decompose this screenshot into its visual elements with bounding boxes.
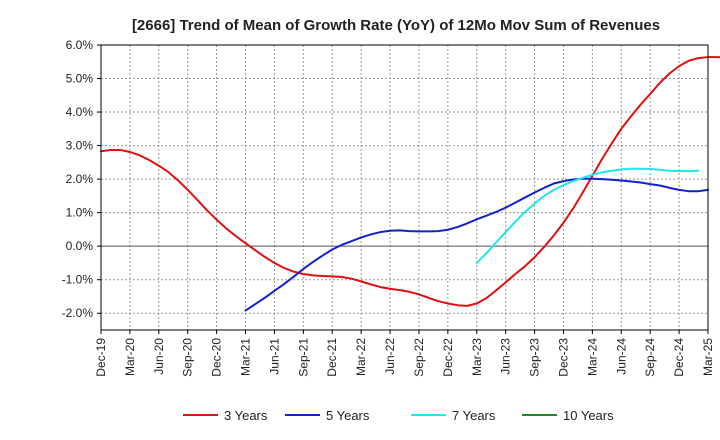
x-tick-label: Mar-23 <box>470 338 484 376</box>
x-tick-label: Jun-20 <box>152 338 166 375</box>
x-tick-label: Sep-21 <box>296 338 310 377</box>
legend: 3 Years 5 Years 7 Years 10 Years <box>183 408 614 423</box>
y-tick-label: -2.0% <box>62 306 94 320</box>
y-tick-label: 4.0% <box>66 105 94 119</box>
y-tick-label: -1.0% <box>62 273 94 287</box>
x-tick-label: Sep-22 <box>412 338 426 377</box>
grid <box>100 44 709 330</box>
chart-title: [2666] Trend of Mean of Growth Rate (YoY… <box>132 17 660 34</box>
x-tick-label: Jun-21 <box>267 338 281 375</box>
x-tick-label: Dec-19 <box>94 338 108 377</box>
y-tick-label: 1.0% <box>66 206 94 220</box>
x-tick-label: Sep-20 <box>181 338 195 377</box>
x-tick-label: Mar-20 <box>123 338 137 376</box>
x-tick-label: Mar-21 <box>239 338 253 376</box>
x-tick-label: Dec-24 <box>672 338 686 377</box>
y-tick-label: 3.0% <box>66 139 94 153</box>
x-tick-label: Jun-23 <box>499 338 513 375</box>
x-tick-label: Mar-22 <box>354 338 368 376</box>
y-tick-label: 6.0% <box>66 38 94 52</box>
x-tick-label: Sep-24 <box>643 338 657 377</box>
x-tick-label: Mar-24 <box>585 338 599 376</box>
x-tick-label: Dec-22 <box>441 338 455 377</box>
plot-area <box>101 45 708 330</box>
y-tick-label: 2.0% <box>66 172 94 186</box>
x-tick-label: Dec-23 <box>556 338 570 377</box>
y-tick-label: 5.0% <box>66 72 94 86</box>
legend-label: 7 Years <box>452 408 496 423</box>
series-line-3-years <box>100 56 720 307</box>
series-line-5-years <box>244 177 709 312</box>
series-layer <box>100 56 720 312</box>
x-tick-label: Dec-20 <box>210 338 224 377</box>
legend-label: 10 Years <box>563 408 614 423</box>
legend-label: 5 Years <box>326 408 370 423</box>
x-tick-label: Dec-21 <box>325 338 339 377</box>
x-tick-label: Sep-23 <box>528 338 542 377</box>
x-axis: Dec-19 Mar-20 Jun-20 Sep-20 Dec-20 Mar-21 Jun-… <box>94 330 715 377</box>
x-tick-label: Jun-22 <box>383 338 397 375</box>
x-tick-label: Mar-25 <box>701 338 715 376</box>
y-axis: 6.0% 5.0% 4.0% 3.0% 2.0% 1.0% 0.0% -1.0% -2.0% <box>62 38 101 320</box>
y-tick-label: 0.0% <box>66 239 94 253</box>
series-line-7-years <box>475 167 700 264</box>
plot-border <box>100 44 709 331</box>
x-tick-label: Jun-24 <box>614 338 628 375</box>
legend-label: 3 Years <box>224 408 268 423</box>
